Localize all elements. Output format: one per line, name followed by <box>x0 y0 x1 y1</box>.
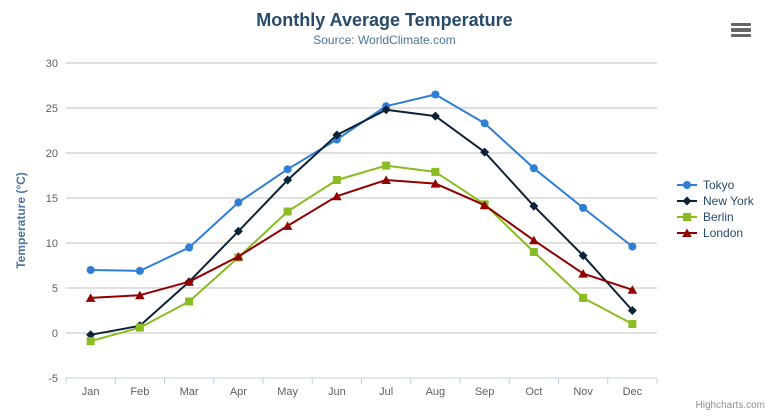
legend-item-new-york[interactable]: New York <box>676 193 754 209</box>
x-tick-label: Oct <box>525 386 542 398</box>
legend-label: Tokyo <box>703 178 735 192</box>
data-point-berlin[interactable] <box>185 297 194 306</box>
data-point-new-york[interactable] <box>332 130 342 140</box>
data-point-london[interactable] <box>529 235 539 245</box>
series-line-tokyo <box>89 93 634 272</box>
data-point-berlin[interactable] <box>579 293 588 302</box>
data-point-new-york[interactable] <box>578 251 588 261</box>
legend-label: New York <box>703 194 754 208</box>
data-point-tokyo[interactable] <box>480 119 489 128</box>
legend-item-berlin[interactable]: Berlin <box>676 209 754 225</box>
square-marker-icon <box>677 213 697 221</box>
data-point-berlin[interactable] <box>431 167 440 176</box>
data-point-tokyo[interactable] <box>628 242 637 251</box>
data-point-new-york[interactable] <box>381 105 391 115</box>
hamburger-icon <box>731 28 751 32</box>
triangle-marker-icon <box>677 228 697 237</box>
y-tick-label: 0 <box>52 328 58 340</box>
x-tick-label: Feb <box>130 386 149 398</box>
legend: Tokyo New York Berlin London <box>676 177 754 241</box>
data-point-london[interactable] <box>578 269 588 278</box>
hamburger-icon <box>731 22 751 27</box>
x-tick-label: May <box>277 386 298 398</box>
y-tick-label: 25 <box>46 103 58 115</box>
data-point-new-york[interactable] <box>86 330 96 340</box>
data-point-tokyo[interactable] <box>135 266 144 275</box>
y-axis-title: Temperature (°C) <box>14 172 28 269</box>
data-point-london[interactable] <box>233 252 244 261</box>
legend-label: London <box>703 226 744 240</box>
hamburger-icon <box>731 33 751 38</box>
data-point-tokyo[interactable] <box>234 198 243 207</box>
legend-item-tokyo[interactable]: Tokyo <box>676 177 754 193</box>
data-point-new-york[interactable] <box>233 226 243 236</box>
legend-label: Berlin <box>703 210 734 224</box>
data-point-london[interactable] <box>381 175 391 185</box>
data-point-tokyo[interactable] <box>529 164 538 173</box>
data-point-new-york[interactable] <box>529 201 539 211</box>
data-point-berlin[interactable] <box>86 337 95 346</box>
data-point-tokyo[interactable] <box>579 203 588 212</box>
x-tick-label: Mar <box>180 386 199 398</box>
data-point-london[interactable] <box>85 293 96 302</box>
data-point-london[interactable] <box>430 179 441 188</box>
x-tick-label: Dec <box>623 386 643 398</box>
highcharts-credit-link[interactable]: Highcharts.com <box>695 400 765 411</box>
data-point-london[interactable] <box>479 200 490 210</box>
x-tick-label: Aug <box>426 386 446 398</box>
x-tick-label: Sep <box>475 386 495 398</box>
x-tick-label: Nov <box>573 386 593 398</box>
data-point-berlin[interactable] <box>628 320 637 328</box>
data-point-berlin[interactable] <box>135 323 144 332</box>
chart-subtitle: Source: WorldClimate.com <box>313 33 456 47</box>
data-point-tokyo[interactable] <box>86 266 95 274</box>
y-tick-label: -5 <box>48 373 58 385</box>
data-point-london[interactable] <box>627 285 638 294</box>
y-tick-label: 15 <box>46 193 58 205</box>
series-line-london <box>89 179 634 299</box>
data-point-berlin[interactable] <box>529 248 538 256</box>
data-point-new-york[interactable] <box>480 147 490 157</box>
y-tick-label: 5 <box>52 283 58 295</box>
data-point-london[interactable] <box>184 277 194 286</box>
data-point-tokyo[interactable] <box>283 165 292 174</box>
chart-title: Monthly Average Temperature <box>256 10 513 30</box>
series-line-new-york <box>89 108 634 336</box>
data-point-berlin[interactable] <box>382 161 391 170</box>
data-point-new-york[interactable] <box>283 175 293 185</box>
series-line-berlin <box>89 164 634 343</box>
data-point-tokyo[interactable] <box>431 90 440 99</box>
circle-marker-icon <box>677 181 697 189</box>
x-tick-label: Jan <box>82 386 100 398</box>
y-tick-label: 10 <box>46 238 58 250</box>
data-point-berlin[interactable] <box>283 207 292 216</box>
data-point-london[interactable] <box>332 191 342 201</box>
data-point-new-york[interactable] <box>627 306 637 315</box>
y-tick-label: 20 <box>46 148 58 160</box>
legend-item-london[interactable]: London <box>676 225 754 241</box>
export-menu-button[interactable] <box>731 20 755 40</box>
data-point-berlin[interactable] <box>332 176 341 184</box>
y-tick-label: 30 <box>46 58 58 70</box>
data-point-london[interactable] <box>282 221 293 230</box>
data-point-london[interactable] <box>135 290 145 300</box>
x-tick-label: Jul <box>379 386 393 398</box>
diamond-marker-icon <box>677 196 697 206</box>
data-point-tokyo[interactable] <box>185 243 194 252</box>
data-point-new-york[interactable] <box>430 111 440 121</box>
x-tick-label: Jun <box>328 386 346 398</box>
x-tick-label: Apr <box>230 386 247 398</box>
